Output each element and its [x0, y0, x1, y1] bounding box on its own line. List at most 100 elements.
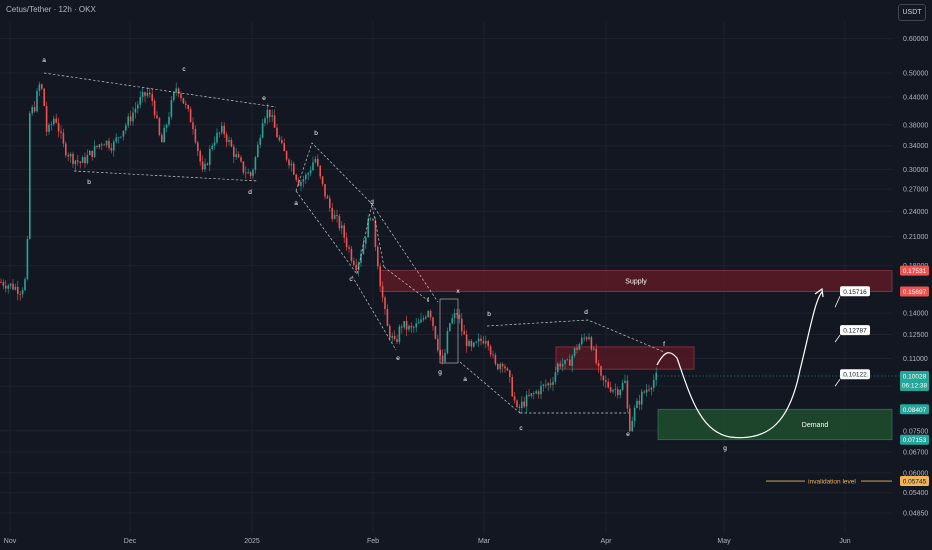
candle-body [206, 163, 209, 165]
axis-price-label: 0.10028 [903, 374, 927, 381]
candle-body [161, 134, 163, 143]
candle-body [197, 142, 199, 151]
candle-body [379, 266, 381, 287]
candle-body [463, 331, 465, 335]
candle-body [398, 326, 401, 342]
candle-body [153, 100, 156, 116]
candle-body [144, 92, 146, 96]
candle-body [360, 254, 362, 263]
candle-body [324, 184, 326, 197]
target-label: 0.15716 [843, 289, 867, 296]
candle-body [357, 262, 360, 271]
candles [0, 81, 657, 433]
candle-body [228, 140, 230, 142]
wave-label: c [182, 66, 186, 73]
candle-body [137, 104, 139, 109]
candle-body [257, 144, 259, 158]
currency-button[interactable]: USDT [898, 4, 926, 21]
candle-body [134, 108, 137, 113]
candle-body [55, 118, 57, 123]
minor-supply-zone [555, 346, 695, 370]
candle-body [29, 113, 31, 239]
candle-body [168, 116, 170, 125]
candle-body [540, 385, 542, 395]
candle-body [602, 375, 605, 381]
candle-body [492, 354, 494, 356]
candle-body [19, 293, 21, 295]
axis-price-tag [900, 265, 929, 276]
candle-body [36, 90, 38, 112]
candle-body [182, 98, 185, 104]
candle-body [93, 145, 96, 157]
candle-body [77, 160, 79, 162]
candle-body [117, 137, 120, 139]
candle-body [365, 237, 367, 244]
candle-body [305, 174, 307, 180]
candle-body [494, 355, 497, 365]
candle-body [420, 319, 422, 323]
y-tick-label: 0.44000 [903, 95, 928, 102]
candle-body [588, 337, 590, 340]
candle-body [413, 327, 415, 329]
x-tick-label: Jun [839, 538, 850, 545]
demand-label: Demand [802, 422, 829, 429]
candle-body [60, 131, 62, 133]
candle-body [487, 341, 489, 347]
candle-body [141, 92, 144, 97]
candle-body [314, 158, 317, 163]
target-box [840, 369, 870, 380]
candle-body [573, 348, 576, 356]
candle-body [199, 150, 201, 162]
axis-price-label: 0.08407 [903, 407, 927, 414]
candle-body [247, 172, 249, 174]
candle-body [537, 391, 540, 395]
candle-body [79, 161, 81, 164]
axis-price-tag [900, 286, 929, 297]
candle-body [350, 248, 353, 261]
candle-body [451, 318, 453, 324]
candle-body [609, 387, 612, 392]
candle-body [655, 372, 657, 380]
candle-body [132, 112, 134, 122]
candle-body [146, 92, 149, 96]
target-pointer [834, 296, 841, 308]
candle-body [504, 366, 506, 369]
candle-body [593, 348, 595, 350]
candle-body [528, 395, 530, 397]
candle-body [403, 321, 405, 328]
candle-body [96, 145, 98, 147]
wave-label: b [87, 179, 91, 186]
candle-body [235, 154, 237, 157]
candle-body [477, 338, 480, 342]
candle-body [297, 179, 300, 186]
candle-body [384, 297, 386, 309]
candle-body [122, 130, 125, 137]
candle-body [31, 107, 33, 114]
candle-body [437, 338, 439, 351]
candle-body [170, 99, 173, 117]
wave-label: g [438, 369, 442, 376]
invalidation-label-bg [805, 476, 861, 487]
candle-body [561, 363, 564, 367]
candle-body [377, 246, 379, 267]
candle-body [2, 282, 5, 286]
wave-label: e [396, 355, 400, 362]
candle-body [571, 355, 573, 366]
y-tick-label: 0.24000 [903, 209, 928, 216]
candle-body [648, 389, 650, 391]
pattern-line [371, 203, 439, 303]
candle-body [497, 364, 499, 370]
candle-body [343, 225, 345, 238]
candle-body [261, 123, 264, 138]
candle-body [535, 391, 537, 394]
candle-body [631, 420, 633, 432]
wave-label: f [427, 297, 429, 304]
pattern-line [73, 170, 259, 182]
candle-body [362, 243, 365, 255]
candle-body [434, 326, 437, 339]
y-tick-label: 0.14000 [903, 311, 928, 318]
candle-body [458, 314, 461, 319]
wave-label: g [723, 445, 727, 452]
candle-body [410, 325, 413, 328]
